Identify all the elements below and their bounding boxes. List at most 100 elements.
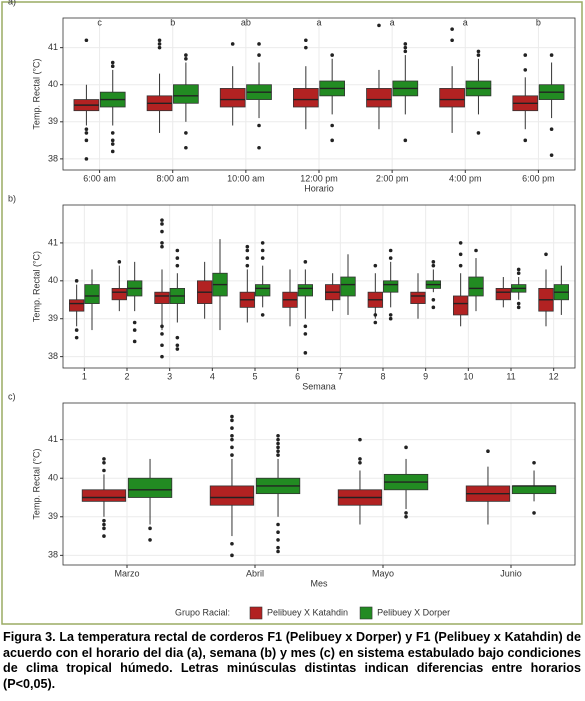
outlier	[245, 256, 250, 260]
outlier	[330, 138, 334, 143]
x-axis-label: Mes	[310, 578, 328, 588]
outlier	[84, 138, 89, 143]
outlier	[132, 339, 137, 344]
outlier	[160, 222, 164, 226]
x-tick-label: 2:00 pm	[376, 173, 409, 183]
significance-letter: a	[463, 17, 468, 27]
outlier	[330, 123, 334, 128]
outlier	[102, 460, 106, 465]
outlier	[431, 263, 436, 268]
outlier	[358, 457, 362, 461]
outlier	[84, 38, 89, 43]
outlier	[516, 271, 521, 276]
y-axis-label: Temp. Rectal (°C)	[31, 58, 41, 129]
outlier	[175, 263, 180, 268]
outlier	[102, 522, 106, 527]
box	[495, 287, 511, 301]
x-tick-label: Abril	[246, 568, 264, 578]
outlier	[373, 313, 378, 317]
legend-title: Grupo Racial:	[175, 607, 230, 617]
outlier	[476, 53, 481, 57]
outlier	[523, 68, 528, 72]
y-tick-label: 40	[48, 275, 58, 285]
x-tick-label: 4	[210, 371, 215, 381]
x-axis-label: Horario	[304, 183, 334, 193]
outlier	[257, 123, 261, 128]
box	[209, 485, 255, 506]
outlier	[276, 522, 280, 527]
panel-label: c)	[8, 391, 16, 401]
outlier	[304, 38, 308, 43]
outlier	[230, 553, 234, 558]
significance-letter: c	[97, 17, 102, 27]
outlier	[373, 263, 378, 268]
outlier	[230, 437, 234, 442]
outlier	[175, 335, 180, 340]
panel-label: b)	[8, 193, 16, 203]
y-tick-label: 38	[48, 351, 58, 361]
outlier	[102, 518, 106, 523]
outlier	[257, 53, 261, 57]
outlier	[276, 437, 280, 442]
legend-label: Pelibuey X Dorper	[377, 607, 450, 617]
outlier	[431, 297, 436, 302]
outlier	[230, 42, 235, 46]
outlier	[74, 279, 79, 283]
outlier	[74, 328, 79, 332]
outlier	[260, 256, 265, 260]
box	[297, 284, 313, 297]
outlier	[110, 138, 115, 143]
box	[452, 295, 469, 316]
outlier	[458, 263, 463, 268]
outlier	[102, 468, 106, 473]
outlier	[148, 538, 152, 542]
outlier	[373, 320, 378, 325]
outlier	[260, 248, 265, 253]
x-axis-label: Semana	[302, 381, 336, 391]
outlier	[403, 45, 408, 50]
outlier	[157, 38, 162, 43]
outlier	[102, 526, 106, 531]
box	[69, 299, 85, 312]
box	[292, 88, 319, 108]
outlier	[157, 45, 162, 50]
x-tick-label: 6	[295, 371, 300, 381]
box	[410, 291, 426, 304]
outlier	[330, 53, 334, 57]
significance-letter: a	[316, 17, 321, 27]
outlier	[404, 445, 408, 450]
y-axis-label: Temp. Rectal (°C)	[31, 448, 41, 519]
outlier	[160, 218, 164, 222]
outlier	[84, 157, 89, 161]
plot-border	[62, 402, 576, 566]
outlier	[184, 56, 188, 61]
y-tick-label: 38	[48, 550, 58, 560]
outlier	[260, 241, 265, 245]
y-tick-label: 39	[48, 511, 58, 521]
outlier	[110, 142, 115, 146]
outlier	[257, 42, 261, 46]
outlier	[403, 138, 408, 143]
outlier	[160, 229, 164, 234]
legend-swatch	[359, 606, 373, 620]
plot-background	[63, 205, 575, 368]
outlier	[276, 449, 280, 454]
outlier	[175, 248, 180, 253]
box	[366, 88, 392, 108]
outlier	[132, 328, 137, 332]
outlier	[184, 145, 188, 150]
outlier	[245, 248, 250, 253]
outlier	[110, 64, 115, 68]
significance-letter: b	[536, 17, 541, 27]
outlier	[516, 267, 521, 272]
outlier	[377, 23, 381, 28]
outlier	[102, 457, 106, 461]
outlier	[532, 511, 536, 515]
outlier	[245, 244, 250, 249]
outlier	[230, 433, 234, 438]
box	[340, 276, 356, 297]
x-tick-label: 10	[463, 371, 473, 381]
outlier	[230, 426, 234, 430]
